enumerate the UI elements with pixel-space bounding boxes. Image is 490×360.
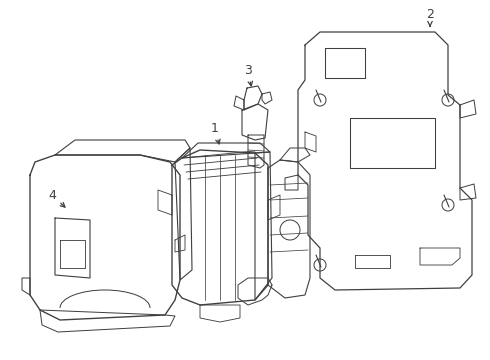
Text: 2: 2 (426, 8, 434, 26)
Text: 3: 3 (244, 63, 252, 86)
Text: 1: 1 (211, 122, 220, 144)
Text: 4: 4 (48, 189, 65, 207)
